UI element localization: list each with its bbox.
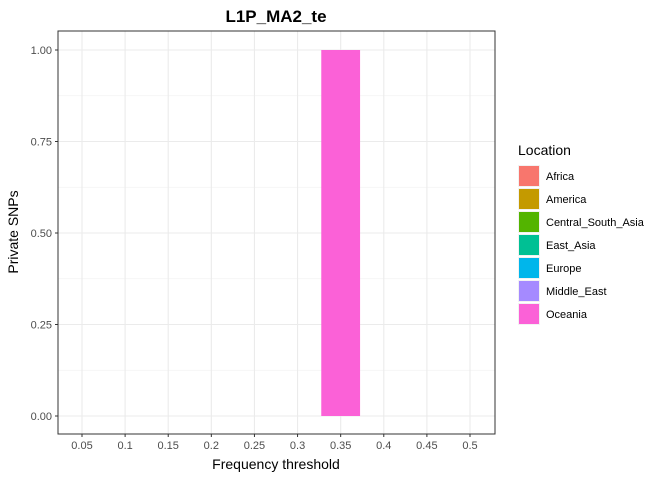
legend-label-europe: Europe (546, 263, 581, 275)
bar-oceania-0.35 (321, 50, 361, 416)
x-tick-label: 0.1 (117, 440, 132, 452)
legend-title: Location (518, 142, 571, 158)
bars (321, 50, 361, 416)
y-axis-title: Private SNPs (5, 190, 21, 273)
legend-label-east-asia: East_Asia (546, 240, 596, 252)
legend-label-central-south-asia: Central_South_Asia (546, 217, 645, 229)
legend-items: Africa America Central_South_Asia East_Asia… (518, 165, 645, 325)
legend: Location Africa America Central_South_Asia… (518, 142, 645, 325)
x-axis-ticks: 0.05 0.1 0.15 0.2 0.25 0.3 0.35 0.4 0.45 0.5 (71, 434, 478, 452)
y-axis-ticks: 0.00 0.25 0.50 0.75 1.00 (31, 45, 58, 423)
legend-swatch-oceania (519, 304, 539, 324)
legend-swatch-central-south-asia (519, 212, 539, 232)
x-tick-label: 0.25 (244, 440, 265, 452)
x-axis-title: Frequency threshold (212, 456, 340, 472)
legend-swatch-middle-east (519, 281, 539, 301)
x-tick-label: 0.4 (376, 440, 391, 452)
legend-label-america: America (546, 194, 587, 206)
x-tick-label: 0.15 (158, 440, 179, 452)
legend-swatch-america (519, 189, 539, 209)
x-tick-label: 0.2 (204, 440, 219, 452)
legend-label-oceania: Oceania (546, 309, 588, 321)
y-tick-label: 1.00 (31, 45, 52, 57)
y-tick-label: 0.00 (31, 411, 52, 423)
grid-minor (58, 95, 495, 371)
x-tick-label: 0.35 (330, 440, 351, 452)
legend-label-middle-east: Middle_East (546, 286, 607, 298)
x-tick-label: 0.45 (416, 440, 437, 452)
grid-major (58, 31, 495, 434)
x-tick-label: 0.05 (71, 440, 92, 452)
legend-swatch-east-asia (519, 235, 539, 255)
x-tick-label: 0.5 (462, 440, 477, 452)
y-tick-label: 0.50 (31, 228, 52, 240)
legend-label-africa: Africa (546, 171, 575, 183)
legend-swatch-africa (519, 166, 539, 186)
y-tick-label: 0.25 (31, 320, 52, 332)
x-tick-label: 0.3 (290, 440, 305, 452)
y-tick-label: 0.75 (31, 137, 52, 149)
legend-swatch-europe (519, 258, 539, 278)
chart-title: L1P_MA2_te (225, 7, 326, 26)
